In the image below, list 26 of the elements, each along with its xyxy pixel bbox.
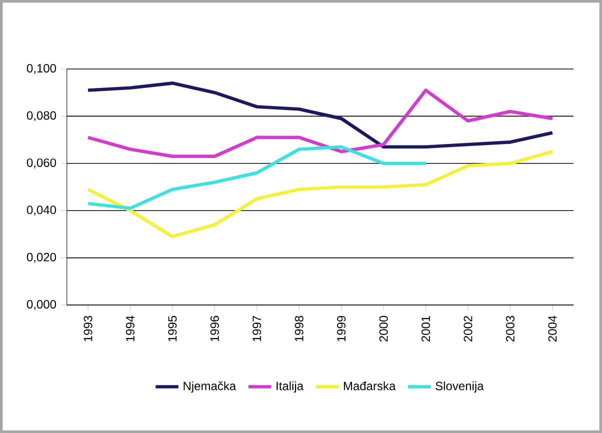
- line-series: [86, 150, 554, 238]
- line-series: [86, 145, 428, 210]
- line-series: [86, 88, 554, 158]
- x-tick-label: 2002: [464, 316, 472, 342]
- y-tick-label: 0,100: [26, 64, 56, 74]
- x-tick-label: 1995: [168, 316, 177, 342]
- y-tick-label: 0,060: [26, 158, 56, 168]
- line-series: [86, 81, 554, 149]
- legend-label: Njemačka: [184, 381, 236, 393]
- y-tick-label: 0,080: [26, 111, 56, 122]
- y-tick-label: 0,000: [26, 300, 56, 310]
- x-tick-label: 1996: [210, 316, 219, 342]
- legend-label: Mađarska: [344, 381, 396, 390]
- x-tick-label: 2000: [379, 316, 388, 342]
- x-tick-label: 1999: [337, 316, 346, 342]
- x-tick-label: 1997: [252, 316, 262, 342]
- x-tick-label: 1998: [294, 316, 304, 342]
- x-tick-label: 1993: [84, 316, 92, 342]
- y-tick-label: 0,020: [26, 252, 56, 263]
- x-tick-label: 1994: [126, 316, 134, 342]
- y-tick-label: 0,040: [26, 206, 56, 216]
- legend-label: Italija: [276, 381, 304, 393]
- legend-label: Slovenija: [436, 381, 484, 393]
- x-tick-label: 2001: [422, 316, 430, 342]
- x-tick-label: 2004: [548, 316, 557, 342]
- x-tick-label: 2003: [506, 316, 514, 342]
